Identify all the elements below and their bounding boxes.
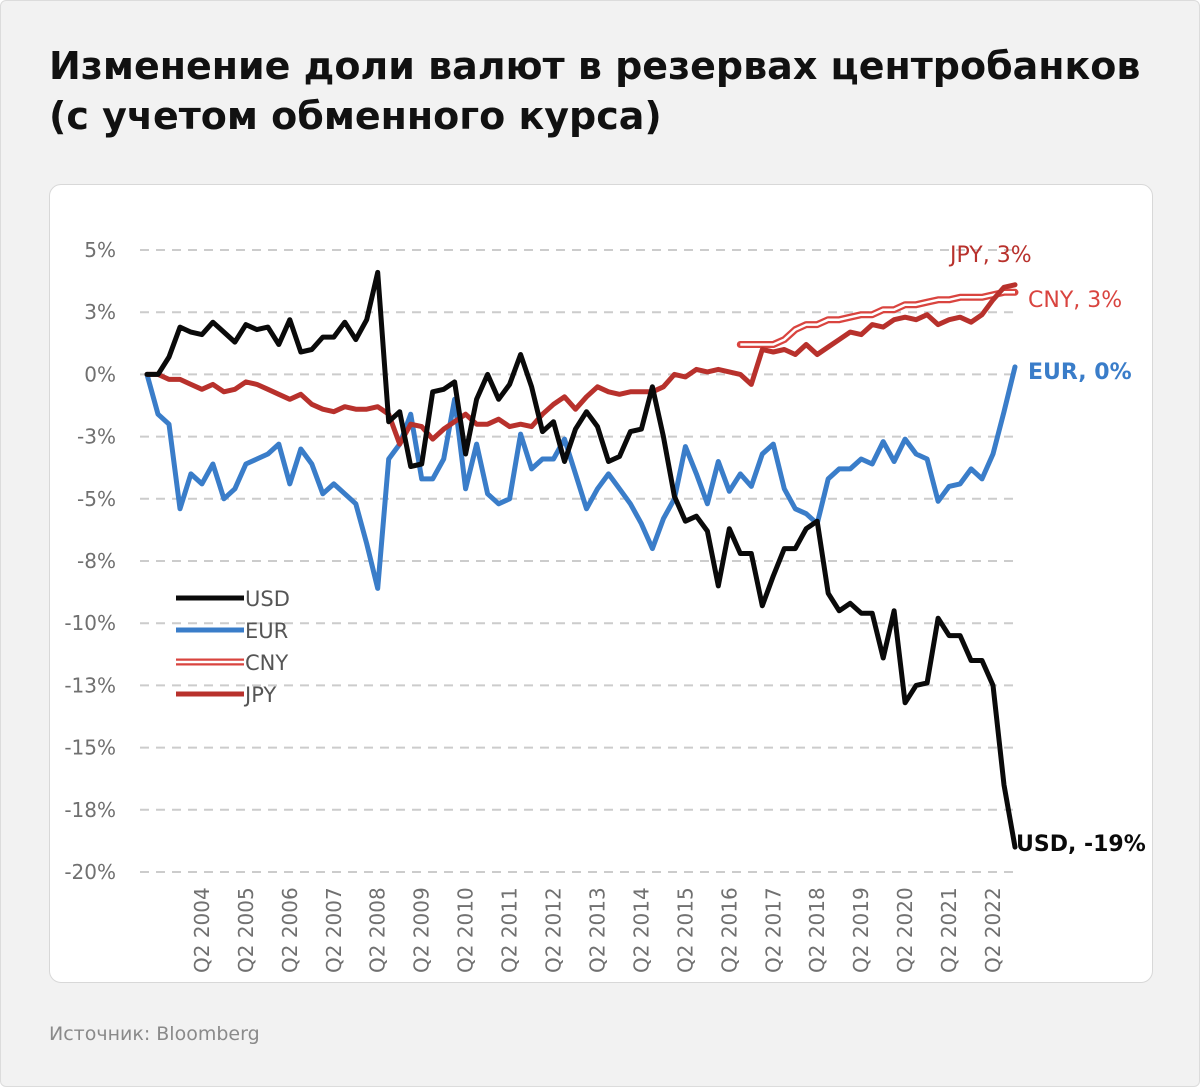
legend-label-jpy: JPY <box>243 683 276 707</box>
title-line-1: Изменение доли валют в резервах центроба… <box>49 44 1141 88</box>
grid-layer <box>140 249 1020 873</box>
x-tick-label: Q2 2016 <box>717 887 741 973</box>
x-axis-labels: Q2 2004 Q2 2005 Q2 2006 Q2 2007 Q2 2008 Q2 20… <box>190 887 1005 973</box>
x-tick-label: Q2 2009 <box>410 887 434 973</box>
cny-end-label: CNY, 3% <box>1028 288 1122 313</box>
source-note: Источник: Bloomberg <box>49 1023 260 1045</box>
x-tick-label: Q2 2013 <box>585 887 609 973</box>
y-tick-label: -18% <box>64 798 116 822</box>
y-tick-label: -15% <box>64 736 116 760</box>
y-tick-label: 0% <box>84 362 116 386</box>
jpy-line <box>144 282 1018 447</box>
y-tick-label: -10% <box>64 611 116 635</box>
x-tick-label: Q2 2022 <box>981 887 1005 973</box>
legend-label-usd: USD <box>245 587 290 611</box>
series-layer <box>144 269 1019 850</box>
y-tick-label: -8% <box>77 549 116 573</box>
x-tick-label: Q2 2004 <box>190 887 214 973</box>
x-tick-label: Q2 2012 <box>542 887 566 973</box>
x-tick-label: Q2 2006 <box>278 887 302 973</box>
jpy-end-label: JPY, 3% <box>948 243 1032 268</box>
x-tick-label: Q2 2017 <box>761 887 785 973</box>
x-tick-label: Q2 2018 <box>805 887 829 973</box>
y-tick-label: 3% <box>84 300 116 324</box>
usd-end-label: USD, -19% <box>1016 832 1146 857</box>
legend: USD EUR CNY JPY <box>176 587 290 707</box>
x-tick-label: Q2 2019 <box>849 887 873 973</box>
x-tick-label: Q2 2020 <box>893 887 917 973</box>
x-tick-label: Q2 2015 <box>673 887 697 973</box>
title-line-2: (с учетом обменного курса) <box>49 94 662 138</box>
y-tick-label: -3% <box>77 425 116 449</box>
x-tick-label: Q2 2021 <box>937 887 961 973</box>
line-chart: 5% 3% 0% -3% -5% -8% -10% -13% -15% -18% -20% Q2 2… <box>64 238 1146 973</box>
y-axis-labels: 5% 3% 0% -3% -5% -8% -10% -13% -15% -18% -20% <box>64 238 116 884</box>
end-labels: JPY, 3% CNY, 3% EUR, 0% USD, -19% <box>948 243 1146 857</box>
x-tick-label: Q2 2011 <box>498 887 522 973</box>
legend-label-cny: CNY <box>245 651 288 675</box>
x-tick-label: Q2 2010 <box>454 887 478 973</box>
legend-label-eur: EUR <box>245 619 288 643</box>
y-tick-label: 5% <box>84 238 116 262</box>
eur-end-label: EUR, 0% <box>1028 360 1132 385</box>
chart-panel: 5% 3% 0% -3% -5% -8% -10% -13% -15% -18% -20% Q2 2… <box>49 184 1153 983</box>
x-tick-label: Q2 2008 <box>366 887 390 973</box>
page-title: Изменение доли валют в резервах центроба… <box>49 41 1149 141</box>
cny-line-inner <box>740 291 1015 346</box>
eur-line <box>144 364 1018 591</box>
x-tick-label: Q2 2014 <box>629 887 653 973</box>
y-tick-label: -20% <box>64 860 116 884</box>
usd-line <box>144 269 1018 850</box>
x-tick-label: Q2 2007 <box>322 887 346 973</box>
y-tick-label: -5% <box>77 487 116 511</box>
x-tick-label: Q2 2005 <box>234 887 258 973</box>
y-tick-label: -13% <box>64 673 116 697</box>
